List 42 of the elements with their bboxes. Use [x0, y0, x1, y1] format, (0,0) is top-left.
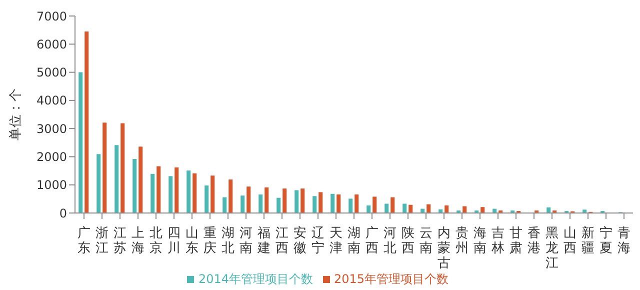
x-tick-label: 青海: [618, 226, 630, 256]
legend-label: 2015年管理项目个数: [334, 272, 449, 286]
x-tick-label: 陕西: [402, 226, 414, 256]
x-tick-label: 四川: [168, 226, 180, 256]
y-tick-label: 0: [59, 206, 67, 220]
x-tick-label: 北京: [150, 226, 162, 256]
x-tick-label: 河南: [240, 226, 252, 256]
x-tick-label: 天津: [330, 226, 342, 256]
x-tick-label: 福建: [256, 226, 270, 256]
x-tick-label: 山西: [564, 226, 576, 256]
x-tick-label: 浙江: [96, 226, 108, 256]
x-tick-label: 江西: [276, 226, 288, 256]
y-tick-label: 4000: [36, 94, 67, 108]
x-tick-label: 重庆: [204, 226, 216, 256]
legend-label: 2014年管理项目个数: [198, 272, 313, 286]
y-tick-label: 5000: [36, 66, 67, 80]
x-tick-label: 云南: [420, 226, 432, 256]
x-tick-label: 广西: [366, 226, 378, 256]
y-tick-label: 3000: [36, 122, 67, 136]
x-tick-label: 黑龙江: [546, 226, 558, 271]
x-tick-label: 河北: [384, 226, 396, 256]
x-tick-label: 吉林: [490, 226, 504, 256]
x-tick-label: 安徽: [294, 225, 306, 256]
x-tick-label: 贵州: [456, 226, 468, 256]
y-axis-title: 单位：个: [8, 88, 24, 140]
x-tick-label: 内蒙古: [438, 226, 450, 271]
x-tick-label: 海南: [474, 226, 486, 256]
x-tick-label: 山东: [186, 226, 198, 256]
x-tick-label: 湖南: [348, 226, 360, 256]
y-tick-label: 2000: [36, 150, 67, 164]
x-tick-label: 新疆: [582, 226, 594, 256]
x-tick-label: 广东: [78, 226, 90, 256]
y-tick-label: 6000: [36, 37, 67, 52]
x-tick-label: 湖北: [222, 226, 234, 256]
x-tick-label: 宁夏: [600, 225, 612, 256]
x-tick-label: 甘肃: [510, 226, 522, 256]
y-tick-label: 1000: [36, 178, 67, 192]
x-tick-label: 江苏: [114, 226, 126, 256]
x-tick-label: 香港: [528, 226, 540, 256]
x-tick-label: 辽宁: [312, 226, 324, 256]
x-tick-label: 上海: [132, 226, 144, 256]
y-tick-label: 7000: [36, 9, 67, 24]
